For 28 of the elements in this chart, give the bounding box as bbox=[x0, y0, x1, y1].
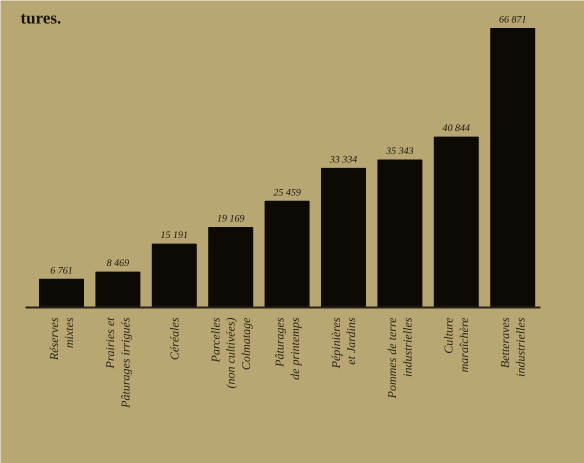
data-label: 8 469 bbox=[106, 258, 130, 270]
data-label: 15 191 bbox=[160, 230, 188, 242]
bar bbox=[377, 160, 422, 308]
data-label: 6 761 bbox=[50, 265, 73, 276]
x-tick-label: Pâturages de printemps bbox=[272, 317, 302, 380]
x-tick-label: Pommes de terre industrielles bbox=[385, 316, 415, 400]
x-tick-label: Parcelles (non cultivées) Colmatage bbox=[208, 316, 254, 388]
data-label: 25 459 bbox=[273, 187, 301, 198]
data-label: 66 871 bbox=[498, 14, 526, 26]
x-tick-label: Betteraves industrielles bbox=[498, 317, 528, 377]
bar bbox=[39, 278, 84, 308]
bar bbox=[321, 168, 366, 308]
data-label: 19 169 bbox=[216, 214, 244, 225]
x-tick-label: Céréales bbox=[167, 317, 182, 360]
bar bbox=[208, 227, 254, 308]
x-tick-label: Prairies et Pâturages irrigués bbox=[103, 316, 133, 409]
text: tures. bbox=[20, 8, 62, 28]
bar bbox=[434, 136, 479, 308]
bar bbox=[490, 28, 536, 308]
x-tick-label: Culture maraîchère bbox=[442, 316, 471, 372]
bar bbox=[264, 200, 310, 308]
data-label: 35 343 bbox=[385, 146, 414, 158]
x-tick-label: Pépinières et Jardins bbox=[328, 317, 358, 370]
x-tick-label: Réserves mixtes bbox=[46, 317, 76, 362]
data-label: 33 334 bbox=[328, 154, 358, 166]
bar bbox=[152, 244, 197, 308]
bar bbox=[95, 272, 140, 308]
data-label: 40 844 bbox=[442, 123, 470, 134]
